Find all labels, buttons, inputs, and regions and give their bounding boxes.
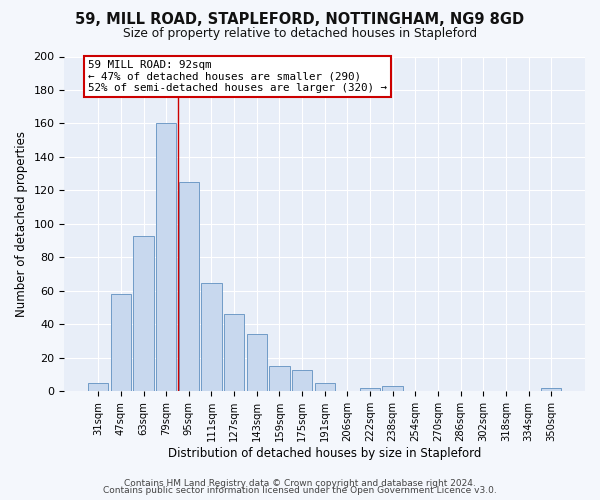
Bar xyxy=(314,383,335,392)
Bar xyxy=(179,182,199,392)
Bar xyxy=(156,124,176,392)
X-axis label: Distribution of detached houses by size in Stapleford: Distribution of detached houses by size … xyxy=(168,447,481,460)
Bar xyxy=(224,314,244,392)
Y-axis label: Number of detached properties: Number of detached properties xyxy=(15,131,28,317)
Text: Size of property relative to detached houses in Stapleford: Size of property relative to detached ho… xyxy=(123,28,477,40)
Text: 59, MILL ROAD, STAPLEFORD, NOTTINGHAM, NG9 8GD: 59, MILL ROAD, STAPLEFORD, NOTTINGHAM, N… xyxy=(76,12,524,28)
Bar xyxy=(111,294,131,392)
Text: 59 MILL ROAD: 92sqm
← 47% of detached houses are smaller (290)
52% of semi-detac: 59 MILL ROAD: 92sqm ← 47% of detached ho… xyxy=(88,60,387,93)
Bar xyxy=(360,388,380,392)
Bar xyxy=(292,370,312,392)
Bar xyxy=(201,282,221,392)
Bar xyxy=(88,383,109,392)
Bar xyxy=(247,334,267,392)
Bar xyxy=(133,236,154,392)
Text: Contains HM Land Registry data © Crown copyright and database right 2024.: Contains HM Land Registry data © Crown c… xyxy=(124,478,476,488)
Text: Contains public sector information licensed under the Open Government Licence v3: Contains public sector information licen… xyxy=(103,486,497,495)
Bar xyxy=(382,386,403,392)
Bar xyxy=(269,366,290,392)
Bar xyxy=(541,388,562,392)
